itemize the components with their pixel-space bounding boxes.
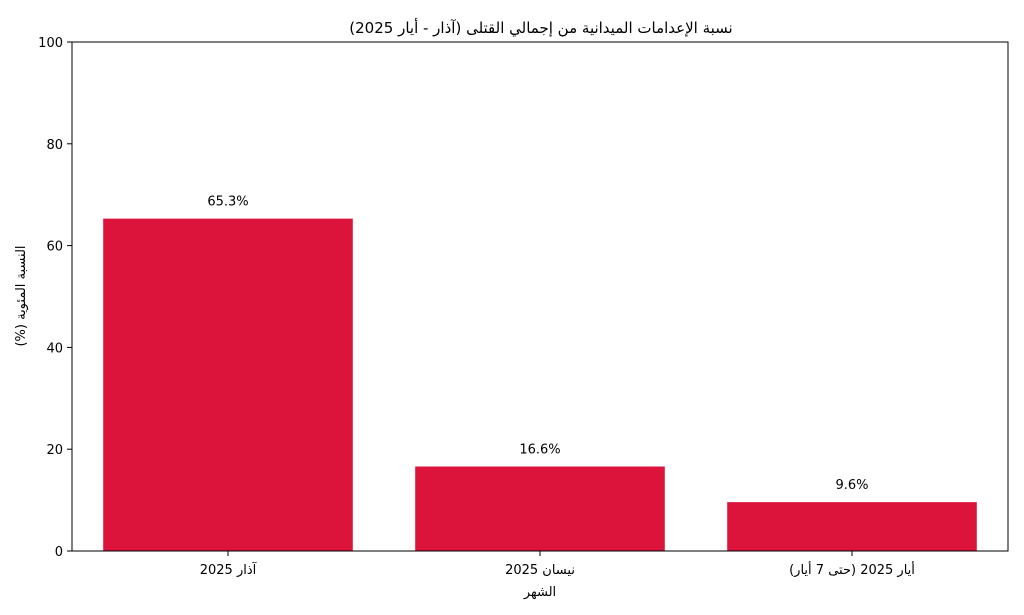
x-tick-label-2: نيسان 2025 [505, 563, 575, 578]
data-label-2: 16.6% [519, 443, 560, 458]
y-tick-label-60: 60 [46, 240, 63, 255]
y-tick-label-20: 20 [46, 443, 63, 458]
y-axis-label: النسبة المئوية (%) [14, 245, 29, 346]
bar-1 [103, 218, 353, 552]
x-axis-label: الشهر [523, 585, 556, 600]
y-tick-label-0: 0 [55, 545, 63, 560]
y-tick-label-100: 100 [38, 36, 63, 51]
bars-group [103, 218, 977, 552]
x-tick-label-1: آذار 2025 [200, 561, 258, 578]
y-tick-label-80: 80 [46, 138, 63, 153]
y-tick-label-40: 40 [46, 341, 63, 356]
data-labels-group: 65.3% 16.6% 9.6% [207, 195, 868, 494]
data-label-1: 65.3% [207, 195, 248, 210]
x-tick-label-3: أيار 2025 (حتى 7 أيار) [789, 561, 915, 578]
plot-frame [71, 41, 1009, 552]
y-axis-ticks: 0 20 40 60 80 100 [38, 36, 72, 560]
bar-3 [727, 502, 977, 551]
data-label-3: 9.6% [835, 478, 868, 493]
bar-2 [415, 466, 665, 551]
chart-title: نسبة الإعدامات الميدانية من إجمالي القتل… [349, 18, 732, 38]
x-axis-ticks: آذار 2025 نيسان 2025 أيار 2025 (حتى 7 أيار… [200, 551, 915, 578]
